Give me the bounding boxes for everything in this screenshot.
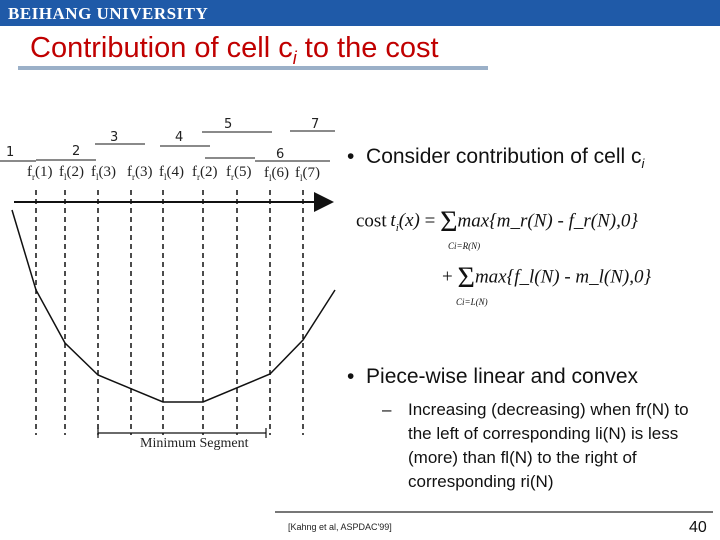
formula-lhs: cost xyxy=(356,210,387,232)
segment-number-1: 1 xyxy=(6,145,15,160)
sub-bullet-text: Increasing (decreasing) when fr(N) to th… xyxy=(408,400,689,491)
pin-label-fl6: fl(6) xyxy=(264,165,290,183)
page-number: 40 xyxy=(689,519,707,536)
segment-number-7: 7 xyxy=(311,117,320,132)
pin-label-fl2: fl(2) xyxy=(59,164,85,182)
cost-curve xyxy=(11,209,336,403)
cost-diagram xyxy=(11,190,336,438)
pin-label-fr1: fr(1) xyxy=(27,164,53,182)
bullet-consider-sub: i xyxy=(641,156,645,172)
slide-title: Contribution of cell ci to the cost xyxy=(30,32,439,69)
segment-bar-5 xyxy=(202,131,272,133)
title-rule xyxy=(18,66,488,70)
bullet-consider: • Consider contribution of cell ci xyxy=(347,145,645,172)
university-logo: BEIHANG UNIVERSITY xyxy=(8,4,209,23)
header-bar: BEIHANG UNIVERSITY xyxy=(0,0,720,26)
title-prefix: Contribution of cell c xyxy=(30,32,293,64)
pin-label-fr3: fr(3) xyxy=(127,164,153,182)
segment-number-3: 3 xyxy=(110,130,119,145)
cost-formula: cost ti(x) = Σmax{m_r(N) - f_r(N),0} Ci=… xyxy=(356,205,652,307)
pin-label-fr2: fr(2) xyxy=(192,164,218,182)
bullet-piecewise: • Piece-wise linear and convex xyxy=(347,365,639,388)
title-subscript: i xyxy=(292,47,297,68)
segment-bar-5b xyxy=(205,157,255,159)
segment-number-2: 2 xyxy=(72,144,81,159)
segment-number-5: 5 xyxy=(224,117,233,132)
segment-bar-2 xyxy=(36,159,96,161)
segment-bar-4 xyxy=(160,145,210,147)
pin-label-fr5: fr(5) xyxy=(226,164,252,182)
title-suffix: to the cost xyxy=(296,32,439,64)
formula-term2: max{f_l(N) - m_l(N),0} xyxy=(474,266,652,288)
formula-under1: Ci=R(N) xyxy=(448,241,481,251)
segment-bar-6 xyxy=(255,160,290,162)
minimum-segment-label: Minimum Segment xyxy=(140,436,249,451)
footer-rule xyxy=(275,511,713,513)
segment-number-4: 4 xyxy=(175,130,184,145)
segment-number-6: 6 xyxy=(276,147,285,162)
pin-dashed-lines xyxy=(35,190,304,435)
segment-bar-3 xyxy=(95,143,145,145)
sub-bullet-increasing: – Increasing (decreasing) when fr(N) to … xyxy=(382,398,712,494)
pin-label-fl7: fl(7) xyxy=(295,165,321,183)
segment-bar-1 xyxy=(0,160,36,162)
pin-label-fl4: fl(4) xyxy=(159,164,185,182)
segment-bar-7b xyxy=(290,160,330,162)
formula-term1: max{m_r(N) - f_r(N),0} xyxy=(457,210,638,232)
segment-bar-7 xyxy=(290,130,335,132)
bullet-consider-text: Consider contribution of cell c xyxy=(366,145,642,168)
pin-label-fl3: fl(3) xyxy=(91,164,117,182)
citation: [Kahng et al, ASPDAC'99] xyxy=(288,522,392,532)
bullet-piecewise-text: Piece-wise linear and convex xyxy=(366,365,639,388)
formula-under2: Ci=L(N) xyxy=(456,297,488,307)
